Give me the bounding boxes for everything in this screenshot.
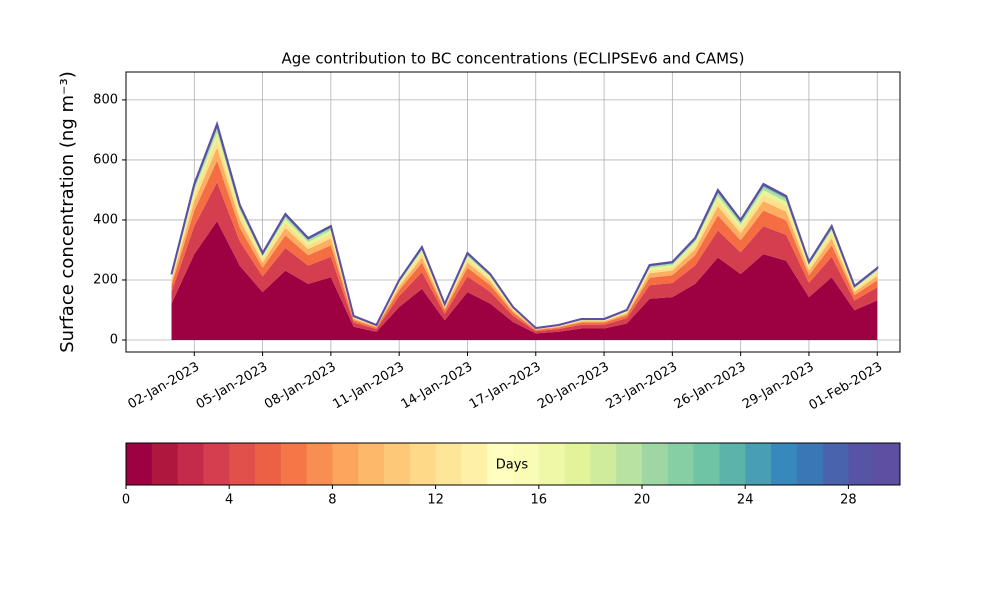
colorbar-cell	[203, 443, 230, 485]
area	[170, 120, 879, 330]
colorbar-cell	[280, 443, 308, 485]
colorbar-cell	[848, 443, 875, 485]
colorbar-cell	[306, 443, 333, 485]
y-tick-label: 400	[93, 212, 118, 227]
colorbar-cell	[513, 443, 540, 485]
colorbar-tick-label: 0	[122, 493, 130, 508]
colorbar-cell	[745, 443, 772, 485]
y-tick-label: 200	[93, 272, 118, 287]
colorbar-cell	[332, 443, 359, 485]
colorbar-cell	[435, 443, 462, 485]
x-tick-label: 20-Jan-2023	[535, 360, 612, 413]
colorbar-tick-label: 28	[840, 493, 857, 508]
colorbar-tick-label: 4	[225, 493, 233, 508]
colorbar-frame	[125, 442, 901, 486]
colorbar-cell	[229, 443, 256, 485]
colorbar-cell	[642, 443, 669, 485]
colorbar-cell	[822, 443, 849, 485]
area	[171, 160, 878, 332]
colorbar-cell	[667, 443, 695, 485]
y-tick-label: 600	[93, 152, 118, 167]
area	[171, 182, 878, 334]
colorbar-cell	[616, 443, 643, 485]
y-tick-label: 0	[110, 332, 118, 347]
colorbar-tick-label: 12	[427, 493, 444, 508]
x-tick-label: 23-Jan-2023	[604, 360, 681, 413]
colorbar-cell	[461, 443, 488, 485]
x-tick-label: 11-Jan-2023	[330, 360, 407, 413]
colorbar-cell	[126, 443, 153, 485]
colorbar-tick-label: 16	[531, 493, 548, 508]
colorbar-cell	[719, 443, 746, 485]
colorbar-cell	[177, 443, 204, 485]
chart-title: Age contribution to BC concentrations (E…	[282, 50, 745, 68]
colorbar-cell	[487, 443, 514, 485]
y-axis-label: Surface concentration (ng m⁻³)	[57, 71, 78, 353]
x-tick-label: 02-Jan-2023	[125, 360, 202, 413]
colorbar-cell	[874, 443, 901, 485]
colorbar-cell	[564, 443, 591, 485]
colorbar-cell	[693, 443, 720, 485]
colorbar-cell	[255, 443, 282, 485]
colorbar-cell	[796, 443, 824, 485]
x-tick-label: 29-Jan-2023	[740, 360, 817, 413]
x-tick-label: 01-Feb-2023	[806, 360, 885, 414]
x-tick-label: 17-Jan-2023	[467, 360, 544, 413]
colorbar-label: Days	[496, 458, 529, 473]
colorbar-cell	[358, 443, 385, 485]
colorbar-tick-label: 8	[328, 493, 336, 508]
colorbar-cell	[151, 443, 179, 485]
x-tick-label: 14-Jan-2023	[399, 360, 476, 413]
colorbar-cell	[771, 443, 798, 485]
colorbar-cell	[409, 443, 437, 485]
colorbar-tick-label: 24	[737, 493, 754, 508]
colorbar-cell	[538, 443, 566, 485]
x-tick-label: 08-Jan-2023	[262, 360, 339, 413]
colorbar-cell	[384, 443, 411, 485]
colorbar-tick-label: 20	[634, 493, 651, 508]
colorbar-cell	[590, 443, 617, 485]
x-tick-label: 26-Jan-2023	[672, 360, 749, 413]
plot-frame	[125, 71, 901, 353]
area	[171, 221, 878, 340]
y-tick-label: 800	[93, 92, 118, 107]
x-tick-label: 05-Jan-2023	[194, 360, 271, 413]
